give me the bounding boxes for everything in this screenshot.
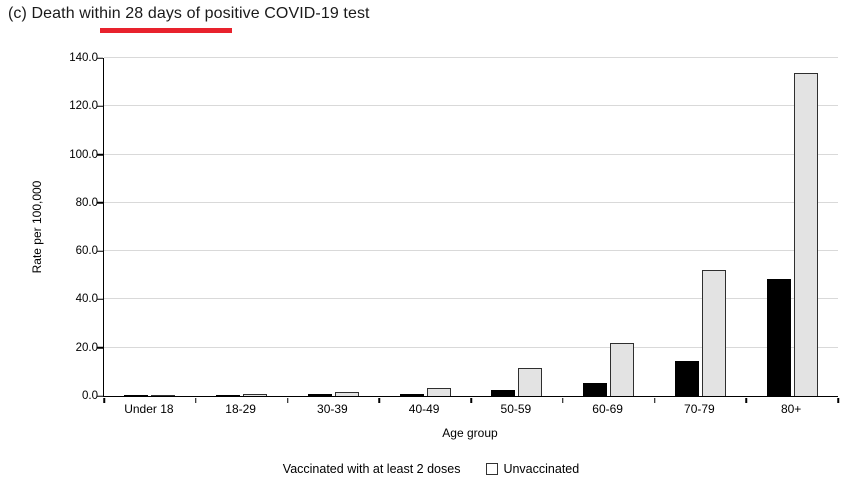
grid-line <box>104 346 838 348</box>
x-tick-label: Under 18 <box>124 402 174 416</box>
bar-unvaccinated <box>701 270 726 396</box>
y-tick-mark <box>97 105 103 108</box>
outlined-square-icon <box>486 463 499 475</box>
y-axis-ticks: 0.0 20.0 40.0 60.0 80.0 100.0 120.0 140.0 <box>56 52 98 402</box>
x-tick-label: 80+ <box>780 402 802 416</box>
bar-group <box>655 58 747 396</box>
filled-square-icon <box>268 464 278 474</box>
legend-label-unvaccinated: Unvaccinated <box>503 462 580 476</box>
bar-group <box>563 58 655 396</box>
bar-group <box>746 58 838 396</box>
bar-group <box>471 58 563 396</box>
x-tick-mark <box>195 397 197 403</box>
legend-item-unvaccinated: Unvaccinated <box>486 462 579 476</box>
bar-unvaccinated <box>426 387 451 396</box>
bar-unvaccinated <box>518 367 543 396</box>
y-tick-label: 20.0 <box>75 341 98 354</box>
grid-line <box>104 57 838 58</box>
x-tick-label: 30-39 <box>317 402 348 416</box>
grid-line <box>104 298 838 300</box>
bar-vaccinated <box>124 394 149 396</box>
x-tick-label: 60-69 <box>592 402 623 416</box>
bar-group <box>104 58 196 396</box>
bar-unvaccinated <box>151 394 176 396</box>
bar-unvaccinated <box>610 343 635 396</box>
x-tick-mark <box>286 397 289 403</box>
bar-group <box>196 58 288 396</box>
x-tick-label: 18-29 <box>225 402 256 416</box>
x-tick-mark <box>378 397 380 403</box>
y-tick-mark <box>97 395 103 397</box>
red-underline-annotation <box>100 28 232 33</box>
y-tick-mark <box>97 346 103 349</box>
x-tick-mark <box>562 397 564 403</box>
bar-group <box>379 58 471 396</box>
x-tick-mark <box>745 397 747 403</box>
y-tick-mark <box>97 298 103 301</box>
chart-title: (c) Death within 28 days of positive COV… <box>8 5 370 22</box>
bar-vaccinated <box>491 390 516 396</box>
grid-line <box>104 201 838 203</box>
bar-group <box>288 58 380 396</box>
x-tick-mark <box>837 397 839 403</box>
x-tick-label: 40-49 <box>408 402 440 416</box>
grid-line <box>104 153 838 155</box>
y-tick-mark <box>97 153 103 156</box>
bar-unvaccinated <box>243 394 268 396</box>
x-tick-label: 50-59 <box>500 402 532 416</box>
legend-label-vaccinated: Vaccinated with at least 2 doses <box>282 462 461 476</box>
bar-vaccinated <box>307 394 332 396</box>
y-tick-label: 60.0 <box>75 245 98 258</box>
x-tick-mark <box>470 397 472 403</box>
bar-vaccinated <box>583 382 608 396</box>
x-labels-row: Under 18 18-29 30-39 40-49 50-59 60-69 70-79 80… <box>103 402 837 416</box>
legend: Vaccinated with at least 2 doses Unvacci… <box>0 462 847 476</box>
bar-unvaccinated <box>334 392 359 396</box>
y-tick-label: 120.0 <box>69 100 98 113</box>
y-tick-label: 0.0 <box>82 390 98 402</box>
x-tick-mark <box>103 397 105 403</box>
y-tick-mark <box>97 250 103 252</box>
bar-vaccinated <box>216 394 241 396</box>
y-tick-label: 100.0 <box>69 148 98 161</box>
bars-row <box>104 58 838 396</box>
x-axis-title: Age group <box>442 426 498 440</box>
bar-vaccinated <box>399 393 424 396</box>
bar-unvaccinated <box>793 73 818 396</box>
y-tick-label: 140.0 <box>69 52 98 64</box>
y-tick-label: 80.0 <box>75 196 98 209</box>
legend-item-vaccinated: Vaccinated with at least 2 doses <box>268 462 461 476</box>
y-tick-label: 40.0 <box>75 293 98 306</box>
x-tick-label: 70-79 <box>684 402 715 416</box>
y-tick-mark <box>97 57 103 59</box>
x-tick-mark <box>653 397 656 403</box>
bar-vaccinated <box>766 278 791 396</box>
y-axis-title: Rate per 100,000 <box>30 180 44 274</box>
bar-vaccinated <box>674 361 699 396</box>
grid-line <box>104 105 838 107</box>
grid-line <box>104 250 838 252</box>
y-tick-mark <box>97 202 103 204</box>
plot-area <box>97 57 839 403</box>
